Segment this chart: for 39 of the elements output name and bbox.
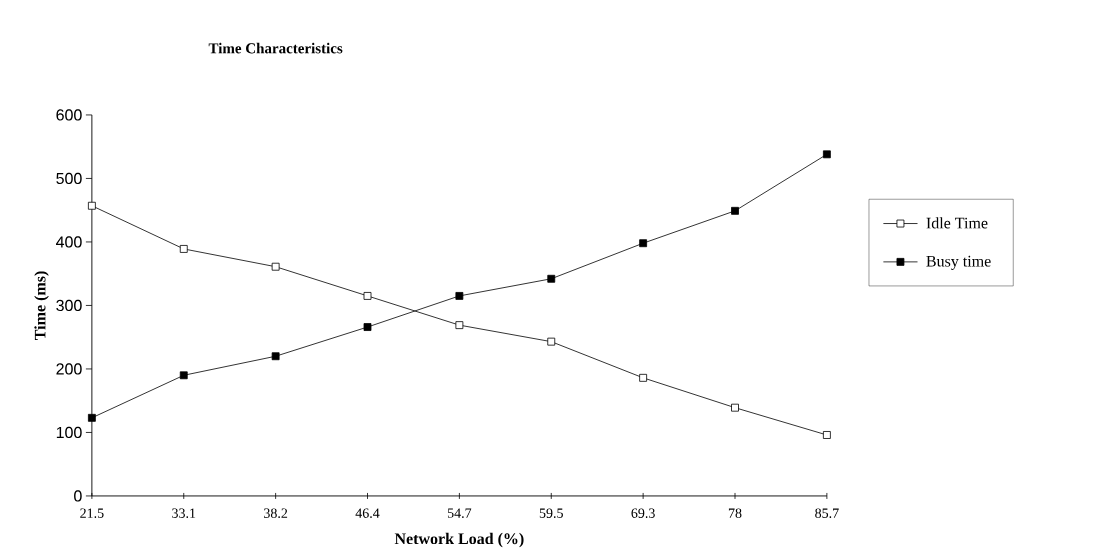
point: [271, 262, 280, 271]
point: [179, 245, 188, 253]
point: [639, 239, 648, 248]
point: [547, 274, 556, 283]
chart-title: Time Characteristics: [208, 42, 343, 54]
point: [87, 201, 96, 210]
x-tick-label: 59.5: [539, 508, 563, 518]
x-tick-label: 21.5: [80, 508, 104, 518]
y-tick-label: 0: [74, 490, 82, 502]
y-tick-label: 600: [56, 109, 82, 121]
point: [822, 150, 831, 159]
point: [87, 413, 96, 422]
point: [455, 321, 464, 330]
y-tick-label: 300: [56, 299, 82, 312]
x-tick-label: 54.7: [447, 508, 472, 518]
point: [363, 323, 372, 331]
y-tick-label: 100: [56, 426, 82, 439]
x-tick-label: 46.4: [355, 508, 380, 518]
x-tick-label: 78: [728, 508, 742, 518]
point: [547, 337, 556, 346]
x-tick-label: 33.1: [172, 508, 196, 518]
legend-label: Busy time: [926, 255, 991, 270]
y-tick-label: 400: [56, 236, 82, 248]
legend-label: Idle Time: [926, 217, 988, 229]
y-tick-label: 200: [56, 363, 82, 375]
x-tick-label: 69.3: [631, 508, 655, 518]
point: [639, 373, 648, 382]
point: [822, 431, 831, 439]
point: [731, 206, 739, 215]
point: [179, 371, 188, 380]
x-axis-title: Network Load (%): [394, 532, 524, 548]
x-tick-label: 85.7: [815, 508, 839, 518]
point: [363, 292, 372, 300]
point: [271, 352, 280, 361]
y-axis-title: Time (ms): [34, 271, 49, 340]
point: [731, 403, 739, 412]
point: [455, 292, 464, 300]
x-tick-label: 38.2: [264, 508, 288, 518]
y-tick-label: 500: [56, 172, 82, 185]
